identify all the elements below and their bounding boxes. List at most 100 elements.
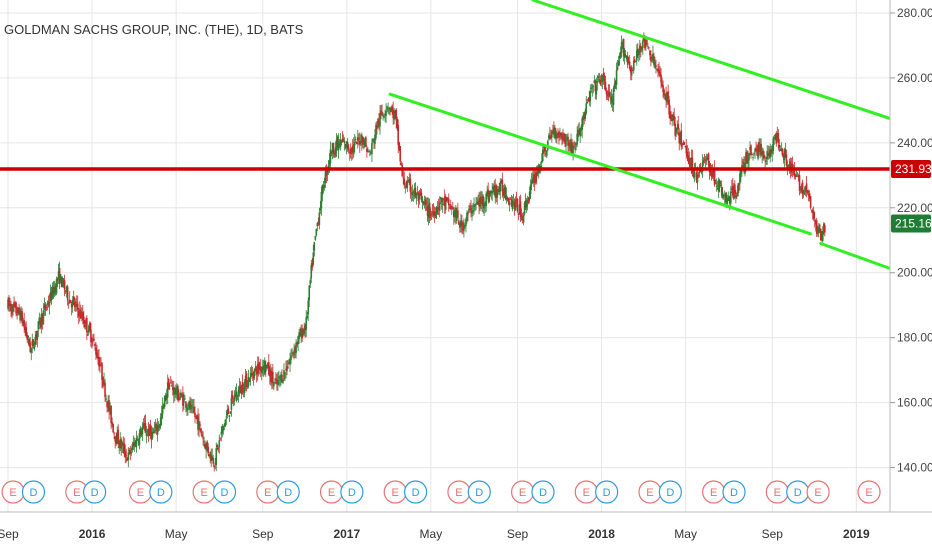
candle-body [83, 316, 85, 324]
candle-body [177, 385, 179, 400]
dividend-marker[interactable]: D [786, 480, 810, 504]
candle-body [503, 188, 506, 193]
earnings-marker[interactable]: E [765, 480, 789, 504]
earnings-marker[interactable]: E [857, 480, 881, 504]
candle-body [126, 458, 129, 461]
candle-body [780, 149, 783, 152]
dividend-marker[interactable]: D [21, 480, 46, 504]
candle-body [453, 210, 455, 218]
candle-body [684, 146, 687, 148]
candle-body [557, 132, 559, 135]
candle-body [331, 142, 334, 152]
dividend-marker[interactable]: D [722, 480, 746, 504]
y-tick-label: 280.00 [897, 6, 932, 20]
dividend-marker[interactable]: D [276, 480, 300, 504]
dividend-marker[interactable]: D [149, 480, 173, 504]
candle-body [576, 133, 578, 145]
last-price-tag: 215.16 [891, 214, 932, 233]
dividend-icon [595, 480, 619, 504]
dividend-marker[interactable]: D [658, 480, 682, 504]
candle-body [117, 429, 119, 445]
earnings-marker[interactable]: E [1, 480, 25, 504]
candle-body [595, 85, 598, 95]
dividend-marker[interactable]: D [467, 480, 491, 504]
candle-body [66, 286, 69, 301]
candle-body [679, 132, 682, 142]
candle-body [216, 444, 219, 448]
candle-body [683, 141, 686, 145]
candle-body [627, 61, 630, 63]
dividend-marker[interactable]: D [531, 480, 555, 504]
candle-body [542, 147, 545, 149]
candle-body [478, 200, 480, 207]
earnings-marker[interactable]: E [128, 480, 153, 504]
candle-body [450, 206, 453, 209]
candle-body [568, 142, 570, 145]
x-tick-label: May [420, 527, 443, 541]
candle-body [187, 408, 189, 410]
dividend-marker[interactable]: D [212, 480, 237, 504]
candle-body [559, 132, 561, 137]
candle-body [118, 446, 120, 448]
candle-body [545, 153, 547, 155]
candle-body [666, 94, 668, 103]
earnings-marker[interactable]: E [638, 480, 662, 504]
candle-body [158, 424, 161, 428]
candle-body [748, 153, 750, 161]
dividend-marker[interactable]: D [83, 480, 107, 504]
candle-body [654, 62, 656, 68]
candle-body [270, 370, 272, 383]
candle-body [35, 334, 38, 338]
candle-body [509, 198, 512, 200]
candle-body [462, 225, 464, 231]
earnings-marker[interactable]: E [383, 480, 407, 504]
dividend-marker[interactable]: D [340, 480, 364, 504]
candle-body [707, 153, 710, 166]
candle-body [309, 280, 312, 285]
candle-body [388, 109, 390, 111]
candle-body [661, 83, 663, 87]
candle-body [585, 103, 588, 114]
candle-body [324, 171, 327, 184]
candle-body [93, 338, 95, 341]
dividend-icon [21, 480, 46, 504]
earnings-marker[interactable]: E [574, 480, 598, 504]
event-label: E [200, 487, 207, 499]
earnings-marker[interactable]: E [510, 480, 535, 504]
candle-body [346, 141, 349, 150]
candle-body [696, 174, 699, 183]
last-price-tag-box [891, 214, 931, 233]
candle-body [598, 79, 601, 81]
trend-line-upper-channel[interactable] [531, 0, 907, 125]
candle-body [709, 168, 712, 176]
candle-body [226, 411, 229, 416]
trend-line-middle-channel[interactable] [388, 92, 812, 236]
earnings-marker[interactable]: E [256, 480, 280, 504]
earnings-marker[interactable]: E [319, 480, 344, 504]
candle-body [21, 311, 23, 323]
candle-body [466, 212, 468, 221]
earnings-marker[interactable]: E [447, 480, 471, 504]
event-label: D [730, 487, 738, 499]
candle-body [87, 334, 89, 336]
dividend-marker[interactable]: D [403, 480, 428, 504]
candle-body [686, 151, 689, 157]
candle-body [528, 191, 531, 200]
candle-body [472, 210, 474, 213]
candle-body [123, 443, 126, 455]
dividend-marker[interactable]: D [595, 480, 619, 504]
candle-body [252, 371, 255, 379]
dividend-icon [722, 480, 746, 504]
candle-body [759, 145, 761, 151]
earnings-marker[interactable]: E [702, 480, 726, 504]
candle-body [437, 207, 440, 210]
earnings-marker[interactable]: E [192, 480, 216, 504]
earnings-marker[interactable]: E [806, 480, 830, 504]
candle-body [484, 204, 486, 206]
candle-body [196, 414, 198, 420]
candle-body [645, 40, 647, 47]
candle-body [147, 428, 150, 437]
last-price-tag-text: 215.16 [895, 217, 932, 231]
event-label: E [814, 487, 821, 499]
